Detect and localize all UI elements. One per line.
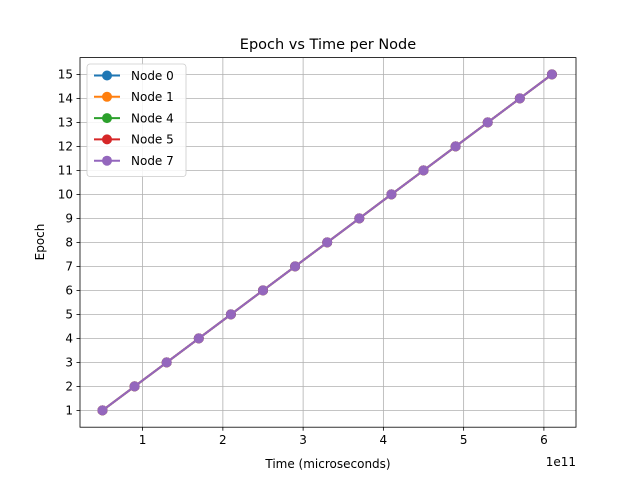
x-axis-title: Time (microseconds) xyxy=(264,457,390,471)
legend-item: Node 5 xyxy=(94,133,174,147)
legend-marker xyxy=(102,70,112,81)
y-tick-label: 4 xyxy=(65,332,73,346)
data-point xyxy=(129,381,140,392)
data-point xyxy=(193,333,204,344)
legend-item: Node 0 xyxy=(94,69,174,83)
y-tick-label: 6 xyxy=(65,284,73,298)
data-point xyxy=(450,141,461,152)
legend-marker xyxy=(102,91,112,102)
series-layer xyxy=(97,69,557,416)
x-axis-offset-label: 1e11 xyxy=(546,455,576,469)
x-tick-label: 3 xyxy=(299,433,307,447)
data-point xyxy=(354,213,365,224)
data-point xyxy=(514,93,525,104)
x-tick-label: 6 xyxy=(540,433,548,447)
y-tick-label: 11 xyxy=(58,164,73,178)
legend-label: Node 4 xyxy=(131,111,174,125)
y-tick-label: 14 xyxy=(58,92,73,106)
data-point xyxy=(322,237,333,248)
legend-item: Node 1 xyxy=(94,90,174,104)
x-tick-label: 5 xyxy=(460,433,468,447)
y-tick-label: 5 xyxy=(65,308,73,322)
x-tick-label: 1 xyxy=(139,433,147,447)
y-tick-label: 8 xyxy=(65,236,73,250)
legend-marker xyxy=(102,155,112,166)
legend-label: Node 0 xyxy=(131,69,174,83)
legend-marker xyxy=(102,134,112,145)
legend-label: Node 1 xyxy=(131,90,174,104)
data-point xyxy=(161,357,172,368)
chart-title: Epoch vs Time per Node xyxy=(240,37,416,53)
data-point xyxy=(290,261,301,272)
legend-item: Node 4 xyxy=(94,111,174,125)
x-tick-label: 4 xyxy=(380,433,388,447)
y-tick-label: 9 xyxy=(65,212,73,226)
y-tick-label: 12 xyxy=(58,140,73,154)
y-tick-label: 2 xyxy=(65,380,73,394)
series-node-7 xyxy=(97,69,557,416)
legend-box xyxy=(86,63,187,177)
data-point xyxy=(97,405,108,416)
y-tick-label: 3 xyxy=(65,356,73,370)
data-point xyxy=(546,69,557,80)
x-tick-label: 2 xyxy=(219,433,227,447)
legend-item: Node 7 xyxy=(94,154,174,168)
data-point xyxy=(386,189,397,200)
y-tick-label: 15 xyxy=(58,68,73,82)
data-point xyxy=(225,309,236,320)
x-axis: 1 2 3 4 5 6 xyxy=(139,427,548,447)
legend-marker xyxy=(102,113,112,124)
legend: Node 0 Node 1 Node 4 Node 5 Node 7 xyxy=(86,63,187,177)
legend-label: Node 5 xyxy=(131,133,174,147)
legend-label: Node 7 xyxy=(131,154,174,168)
data-point xyxy=(418,165,429,176)
y-tick-label: 10 xyxy=(58,188,73,202)
y-axis-title: Epoch xyxy=(33,224,47,261)
y-tick-label: 1 xyxy=(65,404,73,418)
data-point xyxy=(482,117,493,128)
data-point xyxy=(257,285,268,296)
y-tick-label: 7 xyxy=(65,260,73,274)
y-tick-label: 13 xyxy=(58,116,73,130)
